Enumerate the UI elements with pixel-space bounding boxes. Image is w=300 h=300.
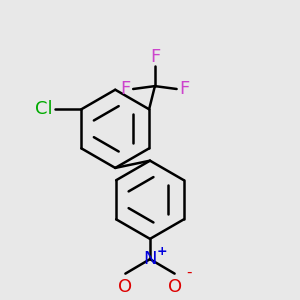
Text: N: N (143, 250, 157, 268)
Text: F: F (120, 80, 130, 98)
Text: Cl: Cl (35, 100, 52, 118)
Text: F: F (179, 80, 190, 98)
Text: O: O (168, 278, 182, 296)
Text: +: + (156, 245, 167, 258)
Text: O: O (118, 278, 132, 296)
Text: F: F (150, 48, 160, 66)
Text: -: - (186, 265, 192, 280)
